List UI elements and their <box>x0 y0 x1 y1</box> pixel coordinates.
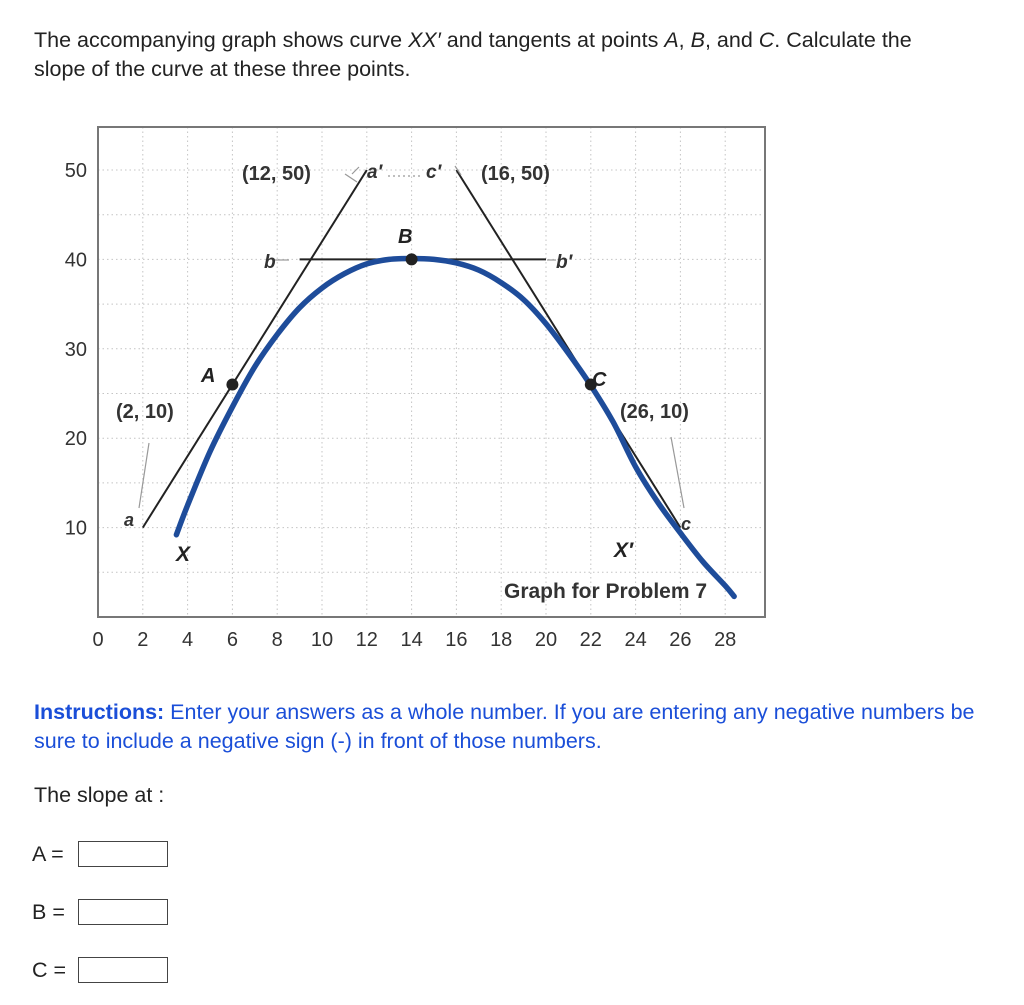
grid-lines <box>98 127 765 617</box>
point-label-a: A <box>200 365 215 387</box>
point-c <box>584 378 597 391</box>
x-tick-label: 18 <box>490 629 512 651</box>
y-tick-label: 20 <box>65 428 87 450</box>
point-label-c: C <box>592 369 607 391</box>
answer-input-b[interactable] <box>78 899 168 925</box>
plot-frame <box>97 126 766 618</box>
answer-label-c: C = <box>32 957 67 982</box>
tangent-line-a <box>141 169 368 529</box>
label-c: c <box>681 514 691 534</box>
y-tick-label: 30 <box>65 339 87 361</box>
y-axis-ticks: 10 20 30 40 50 <box>65 160 87 540</box>
x-tick-label: 22 <box>580 629 602 651</box>
answer-row-a: A = <box>32 841 168 867</box>
label-coord-12-50: (12, 50) <box>242 163 311 185</box>
label-x-prime: X′ <box>613 539 634 562</box>
x-tick-label: 24 <box>624 629 646 651</box>
leader-coord-26-10 <box>670 436 685 509</box>
label-b: b <box>264 252 276 273</box>
point-label-b: B <box>398 226 412 248</box>
x-tick-label: 6 <box>227 629 238 651</box>
x-tick-label: 12 <box>356 629 378 651</box>
slope-heading: The slope at : <box>34 783 165 807</box>
x-tick-label: 0 <box>92 629 103 651</box>
question-text: The accompanying graph shows curve XX′ a… <box>34 28 912 81</box>
leader-lines <box>138 165 685 509</box>
y-tick-label: 50 <box>65 160 87 182</box>
y-tick-label: 40 <box>65 249 87 271</box>
label-coord-2-10: (2, 10) <box>116 401 174 423</box>
answer-label-b: B = <box>32 899 65 924</box>
leader-a-prime <box>351 166 360 175</box>
instructions-label: Instructions: <box>34 700 165 724</box>
label-b-prime: b′ <box>556 252 574 273</box>
chart-title: Graph for Problem 7 <box>504 580 707 603</box>
x-tick-label: 8 <box>272 629 283 651</box>
x-tick-label: 2 <box>137 629 148 651</box>
label-a-prime: a′ <box>367 162 384 183</box>
answer-row-c: C = <box>32 957 168 983</box>
answer-input-a[interactable] <box>78 841 168 867</box>
x-tick-label: 26 <box>669 629 691 651</box>
x-tick-label: 28 <box>714 629 736 651</box>
leader-coord-2-10 <box>138 442 150 509</box>
label-coord-26-10: (26, 10) <box>620 401 689 423</box>
curve-xx-prime <box>173 255 737 600</box>
instructions-body: Enter your answers as a whole number. If… <box>34 700 975 753</box>
instructions-text: Instructions: Enter your answers as a wh… <box>34 698 1009 756</box>
x-tick-label: 4 <box>182 629 193 651</box>
leader-c-prime <box>454 165 462 176</box>
x-tick-label: 14 <box>400 629 422 651</box>
label-x: X <box>175 543 192 566</box>
x-tick-label: 20 <box>535 629 557 651</box>
answer-input-c[interactable] <box>78 957 168 983</box>
label-c-prime: c′ <box>426 162 443 183</box>
answer-row-b: B = <box>32 899 168 925</box>
x-axis-ticks: 0 2 4 6 8 10 12 14 16 18 20 22 24 26 28 <box>92 629 736 651</box>
leader-coord-12-50 <box>344 173 358 183</box>
answer-label-a: A = <box>32 841 64 866</box>
y-tick-label: 10 <box>65 518 87 540</box>
label-a: a <box>124 510 134 530</box>
tangent-points <box>226 253 597 391</box>
point-b <box>405 253 418 266</box>
x-tick-label: 10 <box>311 629 333 651</box>
point-a <box>226 378 239 391</box>
label-coord-16-50: (16, 50) <box>481 163 550 185</box>
x-tick-label: 16 <box>445 629 467 651</box>
